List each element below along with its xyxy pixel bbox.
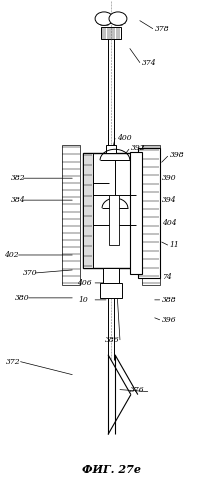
Text: 392: 392	[131, 144, 145, 152]
Bar	[106, 145, 116, 153]
Bar	[100, 283, 122, 298]
Bar	[83, 153, 138, 268]
Text: 382: 382	[11, 174, 25, 182]
Bar	[142, 145, 160, 285]
Text: 370: 370	[23, 269, 37, 277]
Text: 74: 74	[162, 273, 171, 281]
Text: 404: 404	[162, 219, 176, 227]
Bar	[138, 148, 160, 278]
Text: 378: 378	[155, 24, 169, 32]
Text: 380: 380	[15, 294, 29, 302]
Text: 398: 398	[170, 151, 184, 159]
Text: 372: 372	[6, 358, 20, 366]
Ellipse shape	[95, 12, 113, 25]
Bar	[109, 195, 119, 245]
Text: 400: 400	[117, 134, 132, 142]
Text: 390: 390	[162, 174, 176, 182]
Text: 402: 402	[4, 251, 18, 259]
Text: 394: 394	[162, 196, 176, 204]
Text: ФИГ. 27е: ФИГ. 27е	[81, 464, 141, 475]
Ellipse shape	[109, 12, 127, 25]
Bar	[130, 152, 142, 274]
Bar	[83, 153, 93, 268]
Text: 388: 388	[162, 296, 176, 304]
Text: 10: 10	[78, 296, 88, 304]
Bar	[101, 26, 121, 38]
Bar	[103, 268, 119, 283]
Text: 384: 384	[11, 196, 25, 204]
Text: 396: 396	[162, 316, 176, 324]
Text: 406: 406	[77, 279, 92, 287]
Text: 386: 386	[105, 336, 120, 344]
Text: 376: 376	[130, 385, 145, 393]
Bar	[62, 145, 80, 285]
Text: 374: 374	[142, 59, 157, 67]
Text: 11: 11	[170, 241, 179, 249]
